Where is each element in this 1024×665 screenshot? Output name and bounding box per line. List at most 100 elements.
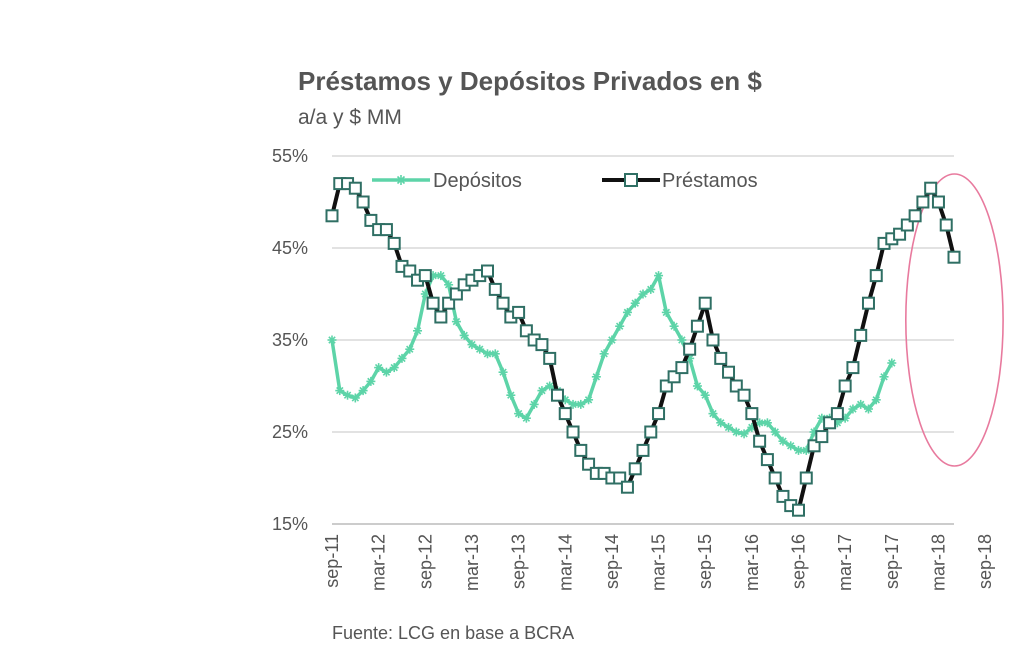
point-prestamos [792, 503, 805, 517]
series-group [325, 177, 961, 517]
point-prestamos [799, 471, 813, 485]
point-depositos [630, 298, 640, 308]
x-tick-label: sep-14 [602, 534, 622, 589]
point-depositos [654, 271, 664, 281]
point-prestamos [753, 434, 767, 448]
x-tick-label: sep-18 [975, 534, 995, 589]
point-prestamos [652, 407, 666, 421]
point-depositos [366, 376, 376, 386]
point-prestamos [869, 269, 883, 283]
point-prestamos [613, 471, 627, 485]
x-tick-label: mar-16 [742, 534, 762, 591]
point-depositos [537, 386, 547, 396]
x-tick-label: sep-16 [789, 534, 809, 589]
point-depositos [692, 381, 702, 391]
point-prestamos [924, 181, 938, 195]
point-depositos [755, 418, 765, 428]
chart-title: Préstamos y Depósitos Privados en $ [298, 66, 762, 96]
point-prestamos [426, 296, 440, 310]
point-prestamos [566, 425, 580, 439]
point-depositos [327, 335, 337, 345]
point-depositos [397, 353, 407, 363]
point-depositos [521, 413, 531, 423]
point-prestamos [387, 236, 401, 250]
y-tick-label: 25% [272, 422, 308, 442]
x-tick-label: mar-18 [928, 534, 948, 591]
y-tick-label: 35% [272, 330, 308, 350]
point-depositos [879, 372, 889, 382]
point-prestamos [442, 296, 456, 310]
highlight-ellipse [904, 173, 1004, 467]
point-depositos [568, 399, 578, 409]
point-depositos [358, 386, 368, 396]
highlight-ellipse-shape [904, 173, 1004, 467]
point-prestamos [628, 462, 642, 476]
point-prestamos [830, 407, 844, 421]
point-depositos [716, 418, 726, 428]
point-prestamos [519, 324, 533, 338]
point-depositos [739, 429, 749, 439]
point-depositos [444, 280, 454, 290]
point-depositos [529, 399, 539, 409]
point-depositos [871, 395, 881, 405]
point-depositos [607, 335, 617, 345]
point-prestamos [379, 223, 393, 237]
point-depositos [700, 390, 710, 400]
point-depositos [436, 271, 446, 281]
point-prestamos [939, 218, 953, 232]
point-depositos [794, 445, 803, 455]
point-depositos [459, 330, 469, 340]
point-depositos [420, 289, 430, 299]
point-prestamos [706, 333, 720, 347]
x-tick-label: mar-12 [369, 534, 389, 591]
point-prestamos [815, 430, 829, 444]
point-depositos [887, 358, 897, 368]
x-tick-label: sep-12 [415, 534, 435, 589]
point-prestamos [854, 328, 868, 342]
point-depositos [514, 409, 524, 419]
point-depositos [343, 390, 353, 400]
x-tick-label: sep-17 [882, 534, 902, 589]
point-prestamos [659, 379, 673, 393]
point-prestamos [356, 195, 370, 209]
point-prestamos [698, 296, 712, 310]
point-prestamos [908, 209, 922, 223]
point-depositos [622, 307, 632, 317]
point-prestamos [667, 370, 681, 384]
y-tick-label: 45% [272, 238, 308, 258]
legend-marker-prestamos [624, 173, 638, 187]
legend-marker-depositos [396, 175, 406, 185]
x-tick-label: sep-11 [322, 534, 342, 588]
point-depositos [389, 363, 399, 373]
point-depositos [405, 344, 415, 354]
point-prestamos [838, 379, 852, 393]
point-depositos [483, 349, 492, 359]
point-depositos [467, 340, 477, 350]
point-prestamos [348, 181, 362, 195]
x-tick-label: mar-15 [649, 534, 669, 591]
point-prestamos [543, 351, 557, 365]
point-prestamos [488, 282, 502, 296]
point-prestamos [768, 471, 782, 485]
x-tick-label: sep-13 [509, 534, 529, 589]
point-prestamos [512, 305, 526, 319]
point-depositos [506, 390, 516, 400]
point-prestamos [644, 425, 658, 439]
point-depositos [848, 404, 858, 414]
point-depositos [576, 399, 586, 409]
point-prestamos [776, 489, 790, 503]
point-depositos [498, 367, 508, 377]
point-prestamos [449, 287, 463, 301]
point-prestamos [403, 264, 417, 278]
point-prestamos [760, 453, 774, 467]
gridlines [332, 155, 954, 525]
point-prestamos [745, 407, 759, 421]
x-tick-label: sep-15 [695, 534, 715, 589]
y-axis-ticks: 15% 25% 35% 45% 55% [272, 146, 308, 534]
legend-label-depositos: Depósitos [433, 170, 522, 192]
series-line-depositos [330, 273, 894, 453]
point-prestamos [481, 264, 494, 278]
series-line-prestamos [330, 181, 956, 513]
point-prestamos [636, 443, 650, 457]
x-tick-label: mar-14 [555, 534, 575, 591]
